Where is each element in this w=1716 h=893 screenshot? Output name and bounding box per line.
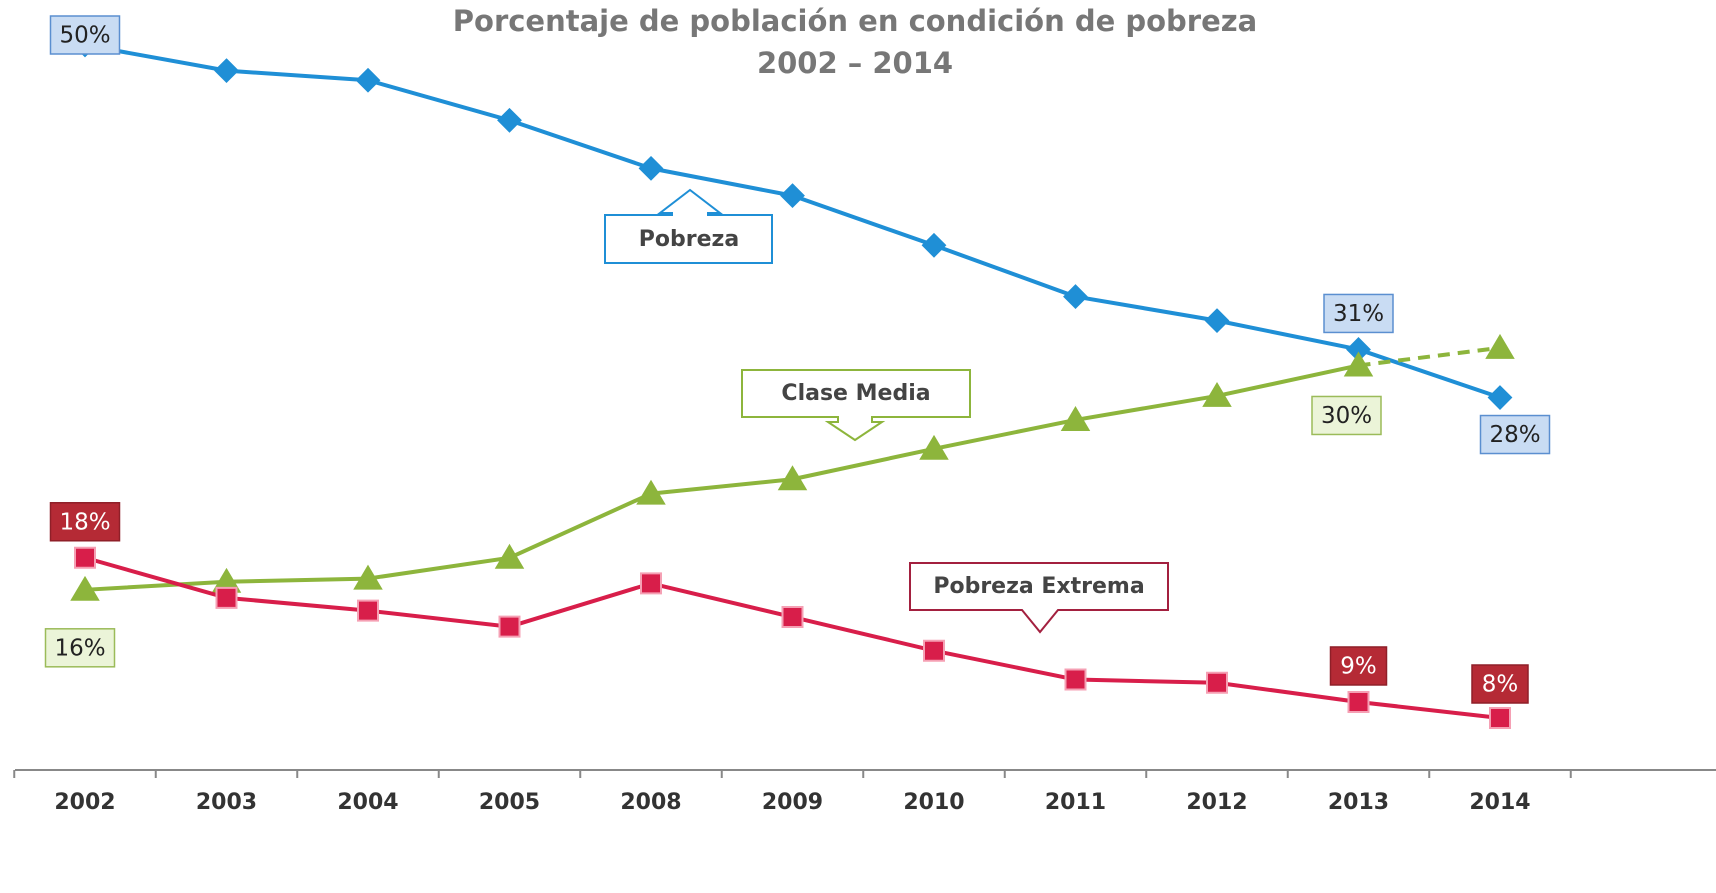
marker — [781, 606, 804, 629]
data-label: 18% — [59, 509, 110, 535]
data-label: 28% — [1489, 422, 1540, 448]
marker — [1347, 690, 1370, 713]
data-label-box — [1323, 293, 1394, 334]
data-label-box — [49, 502, 121, 542]
marker — [1343, 351, 1374, 377]
marker — [640, 572, 662, 595]
x-tick-label: 2009 — [762, 790, 823, 815]
marker — [1204, 308, 1230, 334]
series: 18% 9% 8% — [49, 502, 1529, 729]
marker — [74, 546, 96, 569]
series-line — [84, 43, 1501, 400]
marker — [355, 67, 381, 93]
data-label-box — [1471, 664, 1529, 704]
data-label-box — [1329, 646, 1388, 686]
series-line — [84, 363, 1359, 592]
data-label: 9% — [1340, 653, 1377, 679]
x-tick-label: 2003 — [196, 790, 257, 815]
series: 50% 31% 28% — [49, 15, 1551, 455]
data-label: 30% — [1321, 403, 1372, 429]
callout-pobreza: Pobreza — [604, 188, 773, 264]
x-tick-label: 2011 — [1045, 790, 1106, 815]
marker — [353, 564, 383, 590]
x-tick-label: 2012 — [1186, 790, 1247, 815]
marker — [498, 615, 521, 638]
marker — [1060, 405, 1091, 431]
marker — [214, 58, 239, 84]
data-label-box — [1311, 395, 1382, 436]
x-tick-label: 2014 — [1469, 790, 1530, 815]
x-tick-label: 2004 — [337, 790, 398, 815]
x-tick-label: 2013 — [1328, 790, 1389, 815]
data-label: 31% — [1333, 301, 1384, 327]
marker — [1064, 668, 1087, 691]
marker — [357, 599, 379, 622]
marker — [780, 183, 805, 209]
callout-clase-media: Clase Media — [741, 369, 971, 442]
callout-pobreza-extrema: Pobreza Extrema — [909, 562, 1169, 634]
x-tick-label: 2008 — [620, 790, 681, 815]
marker — [638, 155, 664, 181]
x-tick-label: 2010 — [903, 790, 964, 815]
marker — [497, 107, 522, 133]
marker — [215, 586, 238, 609]
x-tick-label: 2005 — [479, 790, 540, 815]
callout-label: Pobreza Extrema — [933, 574, 1144, 599]
marker — [1202, 381, 1232, 407]
data-label: 16% — [54, 635, 105, 661]
x-tick-label: 2002 — [54, 790, 115, 815]
marker — [1489, 707, 1511, 729]
marker — [70, 575, 100, 601]
series-line-projection — [1358, 345, 1501, 368]
marker — [919, 434, 949, 460]
data-label: 50% — [59, 23, 110, 49]
chart-title: Porcentaje de población en condición de … — [452, 4, 1258, 80]
callout-label: Clase Media — [781, 381, 930, 406]
marker — [1485, 333, 1515, 359]
data-label-box — [49, 15, 121, 55]
marker — [1063, 284, 1088, 309]
data-label-box — [1479, 414, 1551, 455]
marker — [1487, 385, 1513, 410]
marker — [636, 479, 666, 505]
marker — [921, 232, 947, 258]
data-label-box — [44, 628, 116, 668]
marker — [777, 465, 808, 491]
callout-label: Pobreza — [639, 227, 739, 252]
marker — [494, 543, 525, 569]
data-label: 8% — [1482, 672, 1519, 698]
marker — [923, 639, 945, 662]
series: 16% 30% — [44, 333, 1515, 668]
marker — [1206, 671, 1228, 694]
